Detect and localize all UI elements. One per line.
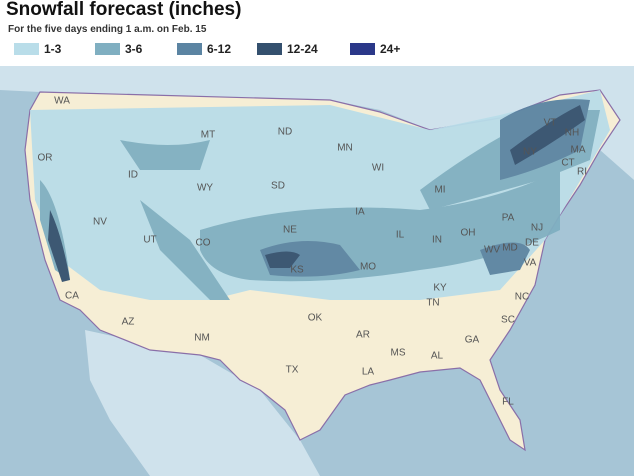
state-label: CO [196,238,211,249]
state-label: RI [577,167,587,178]
state-label: LA [362,367,375,378]
canada [0,66,634,200]
state-label: MS [391,348,406,359]
state-label: VA [524,258,537,269]
mexico [85,330,320,476]
state-label: KY [433,283,447,294]
state-label: IL [396,230,405,241]
snow-areas [30,90,610,300]
state-label: MA [571,145,586,156]
state-label: ND [278,127,292,138]
state-label: NH [565,128,579,139]
state-label: MO [360,262,376,273]
state-label: TX [286,365,299,376]
state-label: UT [143,235,156,246]
legend-swatch [14,43,39,55]
legend-swatch [257,43,282,55]
state-label: AL [431,351,444,362]
state-label: AR [356,330,370,341]
state-label: MI [434,185,445,196]
legend-swatch [95,43,120,55]
state-label: VT [544,118,557,129]
state-label: MD [502,243,518,254]
legend-label: 1-3 [44,42,62,56]
snow-3-6 [40,140,230,300]
state-label: NE [283,225,297,236]
state-label: WI [372,163,384,174]
legend-label: 12-24 [287,42,318,56]
state-label: MT [201,130,215,141]
snow-6-12 [260,99,590,277]
state-label: NV [93,217,107,228]
state-label: OK [308,313,323,324]
state-label: NC [515,292,529,303]
state-label: IA [355,207,365,218]
state-label: NJ [531,223,543,234]
subtitle: For the five days ending 1 a.m. on Feb. … [8,24,207,35]
state-label: PA [502,213,515,224]
state-label: CA [65,291,79,302]
state-label: WY [197,183,213,194]
state-label: NM [194,333,210,344]
legend-label: 24+ [380,42,400,56]
state-label: AZ [122,317,135,328]
title: Snowfall forecast (inches) [6,0,241,20]
state-label: OH [461,228,476,239]
state-label: SD [271,181,285,192]
state-label: WV [484,245,500,256]
legend: 1-3 3-6 6-12 12-24 24+ [14,42,400,56]
state-label: MN [337,143,353,154]
state-label: WA [54,96,70,107]
state-label: ID [128,170,138,181]
state-label: GA [465,335,480,346]
legend-swatch [177,43,202,55]
state-label: CT [561,158,574,169]
state-label: TN [426,298,439,309]
legend-label: 6-12 [207,42,231,56]
state-label: FL [502,397,514,408]
legend-label: 3-6 [125,42,143,56]
state-label: NY [523,147,537,158]
legend-swatch [350,43,375,55]
state-label: IN [432,235,442,246]
state-label: OR [38,153,53,164]
state-label: DE [525,238,539,249]
state-label: KS [290,265,304,276]
state-label: SC [501,315,515,326]
